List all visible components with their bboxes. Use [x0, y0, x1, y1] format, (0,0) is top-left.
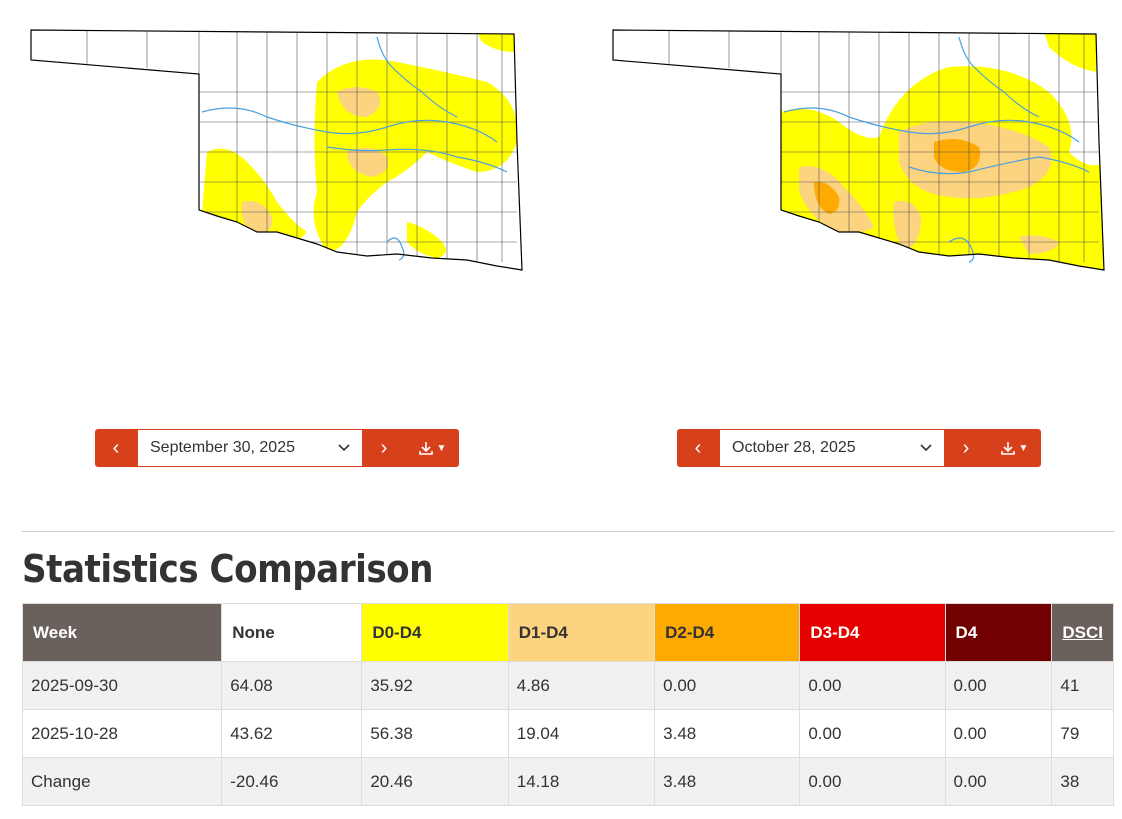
- cell-d4: 0.00: [944, 661, 1053, 710]
- cell-d1: 19.04: [507, 709, 656, 758]
- cell-d4: 0.00: [944, 709, 1053, 758]
- cell-d0: 35.92: [361, 661, 509, 710]
- cell-d3: 0.00: [799, 661, 946, 710]
- chevron-right-icon: ›: [380, 436, 388, 459]
- table-row: 2025-09-30 64.08 35.92 4.86 0.00 0.00 0.…: [21, 661, 1114, 710]
- download-icon: [1000, 442, 1015, 455]
- cell-dsci: 79: [1051, 709, 1114, 758]
- cell-none: 43.62: [221, 709, 363, 758]
- cell-week: 2025-10-28: [21, 709, 223, 758]
- cell-dsci: 38: [1051, 757, 1114, 806]
- d1-region: [241, 201, 273, 234]
- oklahoma-drought-map-left: [30, 29, 523, 271]
- download-dropdown-button[interactable]: ▼: [987, 429, 1041, 467]
- table-header-row: Week None D0-D4 D1-D4 D2-D4 D3-D4 D4 DSC…: [21, 603, 1114, 662]
- map-nav-right: ‹ October 28, 2025 › ▼: [677, 429, 1041, 467]
- oklahoma-drought-map-right: [612, 29, 1105, 271]
- date-select-right[interactable]: October 28, 2025: [719, 429, 945, 467]
- d1-region: [893, 201, 921, 250]
- d0-region: [202, 148, 307, 242]
- cell-d2: 3.48: [654, 709, 801, 758]
- dsci-link[interactable]: DSCI: [1062, 622, 1103, 642]
- download-icon: [418, 442, 433, 455]
- cell-week: 2025-09-30: [21, 661, 223, 710]
- chevron-down-icon: [920, 444, 932, 452]
- header-week: Week: [21, 603, 223, 662]
- d0-region: [1044, 32, 1096, 72]
- header-d3-d4: D3-D4: [799, 603, 946, 662]
- header-d2-d4: D2-D4: [654, 603, 801, 662]
- drought-map-left: [27, 22, 527, 277]
- cell-none: -20.46: [221, 757, 363, 806]
- cell-d3: 0.00: [799, 709, 946, 758]
- cell-d2: 0.00: [654, 661, 801, 710]
- table-row: 2025-10-28 43.62 56.38 19.04 3.48 0.00 0…: [21, 709, 1114, 758]
- cell-d4: 0.00: [944, 757, 1053, 806]
- next-week-button[interactable]: ›: [363, 429, 405, 467]
- header-d4: D4: [944, 603, 1053, 662]
- cell-dsci: 41: [1051, 661, 1114, 710]
- section-title: Statistics Comparison: [22, 547, 434, 591]
- date-select-left[interactable]: September 30, 2025: [137, 429, 363, 467]
- cell-none: 64.08: [221, 661, 363, 710]
- prev-week-button[interactable]: ‹: [95, 429, 137, 467]
- cell-d3: 0.00: [799, 757, 946, 806]
- chevron-left-icon: ‹: [112, 436, 120, 459]
- download-dropdown-button[interactable]: ▼: [405, 429, 459, 467]
- cell-d1: 14.18: [507, 757, 656, 806]
- cell-week: Change: [21, 757, 223, 806]
- header-none: None: [221, 603, 363, 662]
- cell-d0: 56.38: [361, 709, 509, 758]
- chevron-right-icon: ›: [962, 436, 970, 459]
- section-divider: [22, 531, 1114, 532]
- cell-d1: 4.86: [507, 661, 656, 710]
- chevron-down-icon: [338, 444, 350, 452]
- table-row: Change -20.46 20.46 14.18 3.48 0.00 0.00…: [21, 757, 1114, 806]
- next-week-button[interactable]: ›: [945, 429, 987, 467]
- map-nav-left: ‹ September 30, 2025 › ▼: [95, 429, 459, 467]
- date-select-value: October 28, 2025: [732, 439, 856, 456]
- prev-week-button[interactable]: ‹: [677, 429, 719, 467]
- header-d0-d4: D0-D4: [361, 603, 509, 662]
- caret-down-icon: ▼: [1018, 442, 1029, 454]
- chevron-left-icon: ‹: [694, 436, 702, 459]
- cell-d2: 3.48: [654, 757, 801, 806]
- cell-d0: 20.46: [361, 757, 509, 806]
- header-dsci: DSCI: [1051, 603, 1114, 662]
- d2-region: [934, 138, 980, 172]
- header-d1-d4: D1-D4: [507, 603, 656, 662]
- d1-region: [337, 87, 381, 117]
- statistics-table: Week None D0-D4 D1-D4 D2-D4 D3-D4 D4 DSC…: [21, 603, 1114, 806]
- d2-region: [814, 181, 840, 214]
- d0-region: [477, 32, 514, 52]
- drought-map-right: [609, 22, 1109, 277]
- date-select-value: September 30, 2025: [150, 439, 295, 456]
- caret-down-icon: ▼: [436, 442, 447, 454]
